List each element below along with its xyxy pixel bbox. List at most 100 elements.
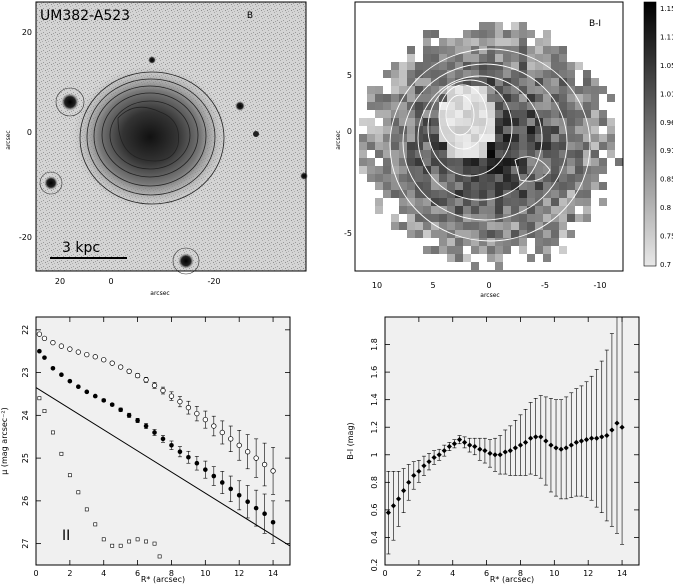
color-map-pixel (495, 262, 503, 270)
color-map-pixel (415, 158, 423, 166)
color-map-pixel (415, 110, 423, 118)
panel-d: 0 2 4 6 8 10 12 14 0.2 0.4 0.6 0.8 1 1.2 1.4 1.6 1.8 R* … (346, 316, 640, 584)
color-map-pixel (487, 70, 495, 78)
y-tick-label: 27 (21, 539, 30, 549)
color-map-pixel (527, 206, 535, 214)
color-map-pixel (479, 214, 487, 222)
color-map-pixel (551, 54, 559, 62)
color-map-pixel (511, 30, 519, 38)
y-tick-label: 0 (347, 127, 352, 136)
color-map-pixel (519, 126, 527, 134)
color-map-pixel (471, 206, 479, 214)
color-map-pixel (431, 174, 439, 182)
data-point (84, 389, 90, 395)
y-tick-label: 25 (21, 453, 30, 463)
y-axis-label: arcsec (335, 130, 342, 149)
color-map-pixel (511, 22, 519, 30)
color-map-pixel (471, 158, 479, 166)
color-map-pixel (599, 158, 607, 166)
color-map-pixel (463, 238, 471, 246)
color-map-pixel (543, 246, 551, 254)
data-point (194, 460, 200, 466)
color-map-pixel (543, 78, 551, 86)
color-map-pixel (559, 198, 567, 206)
color-map-pixel (607, 118, 615, 126)
color-map-pixel (447, 166, 455, 174)
color-map-pixel (543, 102, 551, 110)
color-map-pixel (559, 158, 567, 166)
color-map-pixel (527, 166, 535, 174)
y-tick-label: 0.8 (370, 476, 379, 489)
color-map-pixel (463, 254, 471, 262)
color-map-pixel (447, 174, 455, 182)
color-map-pixel (471, 166, 479, 174)
color-map-pixel (567, 174, 575, 182)
color-map-pixel (423, 150, 431, 158)
color-map-pixel (551, 110, 559, 118)
color-map-pixel (599, 142, 607, 150)
color-map-pixel (439, 62, 447, 70)
color-map-pixel (527, 118, 535, 126)
color-map-pixel (495, 246, 503, 254)
color-map-pixel (471, 86, 479, 94)
data-point (253, 455, 259, 461)
color-map-pixel (527, 54, 535, 62)
color-map-pixel (511, 86, 519, 94)
color-map-pixel (455, 102, 463, 110)
color-map-pixel (415, 230, 423, 238)
x-tick-label: 0 (33, 569, 38, 578)
color-map-pixel (503, 142, 511, 150)
color-map-pixel (431, 94, 439, 102)
color-map-pixel (495, 38, 503, 46)
color-map-pixel (527, 70, 535, 78)
color-map-pixel (383, 134, 391, 142)
color-map-pixel (447, 70, 455, 78)
panel-label: II (62, 528, 70, 544)
color-map-pixel (391, 190, 399, 198)
color-map-pixel (487, 102, 495, 110)
color-map-pixel (527, 214, 535, 222)
data-point (528, 435, 534, 441)
data-point (58, 343, 65, 349)
x-tick-label: 0 (382, 569, 387, 578)
colorbar-tick-label: 0.7 (660, 261, 671, 269)
color-map-pixel (575, 214, 583, 222)
color-map-pixel (455, 238, 463, 246)
x-tick-label: 10 (549, 569, 559, 578)
color-map-pixel (487, 174, 495, 182)
color-map-pixel (367, 166, 375, 174)
color-map-pixel (415, 214, 423, 222)
color-map-pixel (463, 110, 471, 118)
data-point (143, 377, 149, 383)
color-map-pixel (423, 230, 431, 238)
color-map-pixel (511, 94, 519, 102)
color-map-pixel (495, 62, 503, 70)
color-map-pixel (607, 134, 615, 142)
color-map-pixel (511, 206, 519, 214)
color-map-pixel (495, 230, 503, 238)
plot-frame (35, 316, 291, 566)
color-map-pixel (495, 46, 503, 54)
color-map-pixel (519, 30, 527, 38)
color-map-pixel (607, 142, 615, 150)
color-map-pixel (423, 110, 431, 118)
color-map-pixel (447, 134, 455, 142)
color-map-pixel (447, 78, 455, 86)
color-map-pixel (519, 78, 527, 86)
color-map-pixel (479, 46, 487, 54)
data-point (144, 539, 148, 544)
data-point (451, 441, 458, 447)
color-map-pixel (511, 118, 519, 126)
color-map-pixel (447, 246, 455, 254)
color-map-pixel (391, 174, 399, 182)
color-map-pixel (399, 206, 407, 214)
data-point (186, 454, 191, 460)
x-axis-label: R* (arcsec) (490, 575, 534, 584)
color-map-pixel (583, 78, 591, 86)
color-map-pixel (543, 190, 551, 198)
color-map-pixel (567, 118, 575, 126)
color-map-pixel (431, 142, 439, 150)
color-map-pixel (559, 182, 567, 190)
color-map-pixel (391, 86, 399, 94)
scale-bar-label: 3 kpc (62, 240, 100, 256)
